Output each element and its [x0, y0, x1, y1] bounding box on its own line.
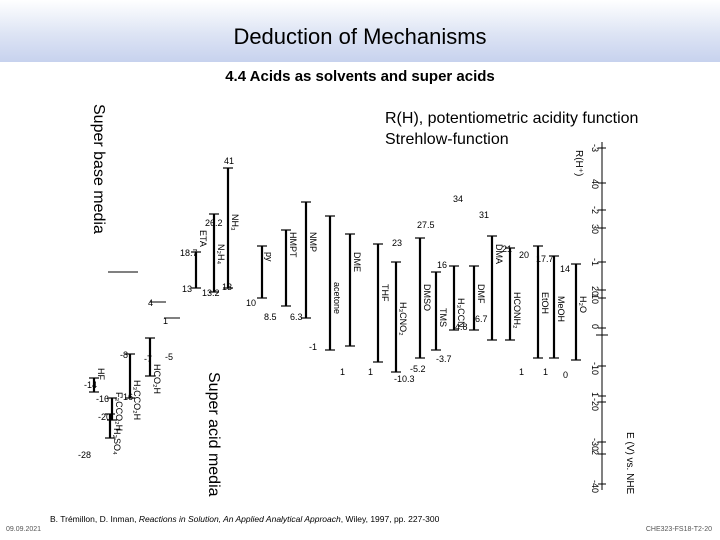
solvent-bottom-value: -5.2: [410, 364, 426, 374]
solvent-bottom-value: 4.8: [455, 322, 468, 332]
solvent-bottom-value: -10.3: [394, 374, 415, 384]
loose-value-label: -16: [96, 394, 109, 404]
solvent-name-label: EtOH: [540, 292, 550, 314]
solvent-bottom-value: 1: [340, 367, 345, 377]
solvent-top-value: 14: [560, 264, 570, 274]
solvent-bottom-value: -20: [98, 412, 111, 422]
solvent-bottom-value: 13: [222, 282, 232, 292]
solvent-name-label: ETA: [198, 230, 208, 247]
rh-axis-tick-label: -3: [590, 144, 600, 152]
e-axis-tick-label: -20: [590, 398, 600, 411]
loose-value-label: -8: [120, 350, 128, 360]
solvent-top-value: 20: [519, 250, 529, 260]
solvent-bottom-value: 13: [182, 284, 192, 294]
rh-axis-tick-label: 0: [590, 324, 600, 329]
solvent-top-value: 18.7: [180, 248, 198, 258]
solvent-bottom-value: 6.3: [290, 312, 303, 322]
solvent-bottom-value: -16: [120, 392, 133, 402]
rh-axis-tick-label: -1: [590, 258, 600, 266]
title-banner: [0, 0, 720, 62]
solvent-top-value: 21: [502, 244, 512, 254]
solvent-bottom-value: -3.7: [436, 354, 452, 364]
solvent-bottom-value: -5: [165, 352, 173, 362]
rh-axis-tick-label: 10: [590, 294, 600, 304]
solvent-bottom-value: 8.5: [264, 312, 277, 322]
solvent-top-value: 26.2: [205, 218, 223, 228]
solvent-bottom-value: 13.2: [202, 288, 220, 298]
solvent-name-label: TMS: [438, 308, 448, 327]
solvent-top-value: 34: [453, 194, 463, 204]
solvent-bottom-value: 0: [563, 370, 568, 380]
solvent-name-label: py: [264, 252, 274, 262]
solvent-name-label: H₂SO₄: [112, 428, 122, 455]
solvent-name-label: MeOH: [556, 296, 566, 322]
solvent-bottom-value: 1: [543, 367, 548, 377]
solvent-name-label: HCO₂H: [152, 364, 162, 394]
e-axis-tick-label: 2: [590, 450, 600, 455]
solvent-name-label: H₃CCN: [456, 298, 466, 328]
solvent-bottom-value: 10: [246, 298, 256, 308]
solvent-bottom-value: 1: [368, 367, 373, 377]
solvent-bottom-value: -1: [309, 342, 317, 352]
loose-value-label: -28: [78, 450, 91, 460]
solvent-top-value: 41: [224, 156, 234, 166]
solvent-bottom-value: 1: [519, 367, 524, 377]
solvent-name-label: HF: [96, 368, 106, 380]
solvent-name-label: H₃CNO₂: [398, 302, 408, 336]
e-axis-tick-label: -30: [590, 438, 600, 451]
solvent-name-label: N₂H₄: [216, 244, 226, 264]
rh-function-line-2: Strehlow-function: [385, 131, 509, 148]
solvent-name-label: DMSO: [422, 284, 432, 311]
solvent-name-label: acetone: [332, 282, 342, 314]
e-axis-tick-label: -10: [590, 362, 600, 375]
rh-axis-tick-label: -2: [590, 206, 600, 214]
slide-subtitle: 4.4 Acids as solvents and super acids: [225, 68, 495, 85]
solvent-bottom-value: -7: [144, 354, 152, 364]
solvent-name-label: NH₃: [230, 214, 240, 231]
solvent-top-value: 17.7: [536, 254, 554, 264]
solvent-name-label: HMPT: [288, 232, 298, 258]
rh-function-line-1: R(H), potentiometric acidity function: [385, 110, 639, 127]
solvent-name-label: H₂O: [578, 296, 588, 313]
solvent-top-value: 27.5: [417, 220, 435, 230]
solvent-name-label: THF: [380, 284, 390, 302]
e-axis-tick-label: 1: [590, 392, 600, 397]
solvent-name-label: HCONH₂: [512, 292, 522, 329]
solvent-top-value: 23: [392, 238, 402, 248]
solvent-name-label: H₃CCO₂H: [132, 380, 142, 420]
loose-value-label: 1: [163, 316, 168, 326]
rh-function-label: R(H), potentiometric acidity function St…: [385, 108, 638, 150]
rh-axis-tick-label: 40: [590, 179, 600, 189]
solvent-name-label: F₃CCO₂H: [114, 392, 124, 431]
solvent-top-value: 16: [437, 260, 447, 270]
solvent-name-label: DMF: [476, 284, 486, 304]
solvent-top-value: 31: [479, 210, 489, 220]
solvent-bottom-value: -14: [84, 380, 97, 390]
course-code: CHE323-FS18-T2-20: [645, 526, 712, 533]
loose-value-label: 4: [148, 298, 153, 308]
solvent-name-label: NMP: [308, 232, 318, 252]
slide-date: 09.09.2021: [6, 526, 42, 533]
solvent-name-label: DME: [352, 252, 362, 272]
solvent-name-label: DMA: [494, 244, 504, 264]
e-axis-tick-label: -40: [590, 480, 600, 493]
slide-title: Deduction of Mechanisms: [233, 24, 487, 49]
citation: B. Trémillon, D. Inman, Reactions in Sol…: [50, 514, 440, 524]
rh-axis-tick-label: 20: [590, 286, 600, 296]
solvent-bottom-value: 6.7: [475, 314, 488, 324]
rh-axis-tick-label: 30: [590, 224, 600, 234]
